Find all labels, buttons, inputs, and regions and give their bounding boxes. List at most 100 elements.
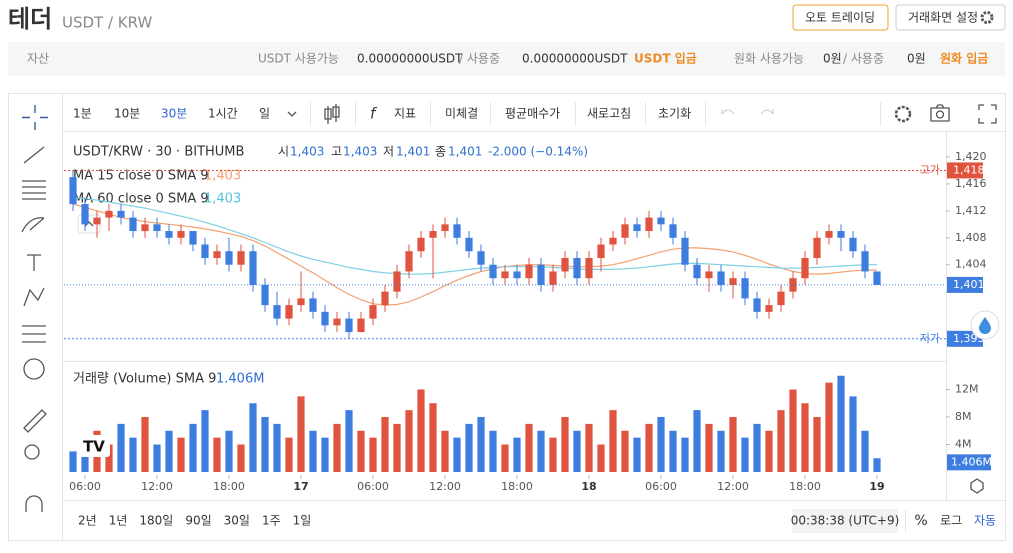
candle-body xyxy=(825,231,833,238)
candle-body xyxy=(405,251,413,272)
candle-body xyxy=(873,271,881,285)
candle-body xyxy=(333,318,341,326)
page-title: 테더 xyxy=(8,5,52,33)
volume-bar xyxy=(333,423,341,472)
candle-body xyxy=(261,284,269,306)
volume-bar xyxy=(429,403,437,472)
auto-trade-button[interactable] xyxy=(792,4,889,31)
text-tool[interactable] xyxy=(27,254,41,271)
auto-trade-label[interactable]: 오토 트레이딩 xyxy=(805,11,875,25)
volume-bar xyxy=(165,430,173,472)
candle-body xyxy=(501,271,509,279)
candle-body xyxy=(309,298,317,312)
x-tick-label: 17 xyxy=(293,480,308,493)
settings-label[interactable]: 거래화면 설정 xyxy=(908,11,978,25)
y-tick-label: 1,408 xyxy=(955,231,987,244)
pattern-tool[interactable] xyxy=(23,287,45,307)
trendline-tool[interactable] xyxy=(23,146,45,164)
candle-body xyxy=(153,224,161,232)
brush-tool[interactable] xyxy=(21,217,45,233)
fullscreen-icon[interactable] xyxy=(978,104,997,124)
y-tick-label: 1,412 xyxy=(955,204,987,217)
volume-bar xyxy=(741,437,749,472)
avg-price-button[interactable]: 평균매수가 xyxy=(505,107,560,121)
magnet-tool[interactable] xyxy=(25,495,43,512)
usdt-in-use: / 사용중 xyxy=(459,52,500,66)
candle-body xyxy=(573,257,581,279)
range-button[interactable]: 30일 xyxy=(224,514,250,528)
volume-bar xyxy=(261,417,269,472)
indicators-button[interactable]: 지표 xyxy=(394,107,416,121)
crosshair-tool[interactable] xyxy=(22,105,48,130)
candle-body xyxy=(549,271,557,285)
interval-button[interactable]: 일 xyxy=(259,107,270,121)
volume-bar xyxy=(585,423,593,472)
volume-bar xyxy=(801,403,809,472)
ma-line xyxy=(72,203,877,306)
volume-bar xyxy=(153,444,161,472)
volume-bar xyxy=(693,410,701,472)
gear-icon xyxy=(980,11,994,24)
interval-dropdown[interactable] xyxy=(287,111,297,117)
volume-bar xyxy=(837,375,845,472)
candle-body xyxy=(453,224,461,238)
candle-body xyxy=(861,251,869,272)
settings-icon[interactable] xyxy=(894,105,912,123)
reset-button[interactable]: 초기화 xyxy=(658,107,691,121)
candle-body xyxy=(465,237,473,252)
zoom-tool[interactable] xyxy=(24,444,40,460)
range-buttons: 2년 1년 180일 90일 30일 1주 1일 xyxy=(78,514,311,528)
volume-bar xyxy=(873,458,881,472)
refresh-button[interactable]: 새로고침 xyxy=(587,107,631,121)
percent-toggle[interactable]: % xyxy=(914,513,927,529)
range-button[interactable]: 1일 xyxy=(293,514,312,528)
candle-body xyxy=(189,231,197,245)
volume-bar xyxy=(129,437,137,472)
volume-sma-value: 1.406M xyxy=(951,455,992,468)
ruler-tool[interactable] xyxy=(23,409,47,433)
fib-tool[interactable] xyxy=(22,180,46,200)
legend-label: 저 xyxy=(383,145,394,159)
range-button[interactable]: 2년 xyxy=(78,514,97,528)
usdt-deposit[interactable]: USDT 입금 xyxy=(634,52,697,66)
axis-settings[interactable] xyxy=(970,478,984,494)
candle-body xyxy=(717,271,725,285)
legend-value: 1,403 xyxy=(343,145,377,159)
range-button[interactable]: 1년 xyxy=(109,514,128,528)
price-marker-box xyxy=(947,162,983,179)
range-button[interactable]: 90일 xyxy=(185,514,211,528)
forecast-tool[interactable] xyxy=(22,325,46,343)
volume-bar xyxy=(561,417,569,472)
interval-button-active[interactable]: 30분 xyxy=(161,107,187,121)
range-button[interactable]: 1주 xyxy=(262,514,281,528)
candle-body xyxy=(117,210,125,218)
volume-sma-box xyxy=(947,454,991,471)
candle-body xyxy=(345,318,353,333)
log-toggle[interactable]: 로그 xyxy=(940,514,962,528)
volume-bar xyxy=(345,410,353,472)
interval-button[interactable]: 1분 xyxy=(73,107,92,121)
camera-icon[interactable] xyxy=(930,104,950,122)
range-button[interactable]: 180일 xyxy=(139,514,173,528)
auto-toggle[interactable]: 자동 xyxy=(974,514,996,528)
x-tick-label: 18:00 xyxy=(501,480,533,493)
ma-legend: MA 15 close 0 SMA 9 xyxy=(73,169,209,184)
krw-deposit[interactable]: 원화 입금 xyxy=(940,51,988,66)
chart-title: USDT/KRW · 30 · BITHUMB xyxy=(73,145,244,160)
interval-button[interactable]: 1시간 xyxy=(208,107,238,121)
open-orders-button[interactable]: 미체결 xyxy=(445,107,478,121)
chart-type-button[interactable] xyxy=(324,104,340,124)
x-tick-label: 12:00 xyxy=(141,480,173,493)
legend-change: -2.000 (−0.14%) xyxy=(488,145,588,159)
candle-body xyxy=(741,278,749,299)
interval-button[interactable]: 10분 xyxy=(114,107,140,121)
candle-body xyxy=(93,217,101,225)
emoji-tool[interactable] xyxy=(23,358,45,380)
undo-redo[interactable] xyxy=(721,109,774,115)
volume-bar xyxy=(813,417,821,472)
legend-value: 1,403 xyxy=(290,145,324,159)
settings-button[interactable] xyxy=(895,4,1006,31)
volume-bar xyxy=(825,382,833,472)
